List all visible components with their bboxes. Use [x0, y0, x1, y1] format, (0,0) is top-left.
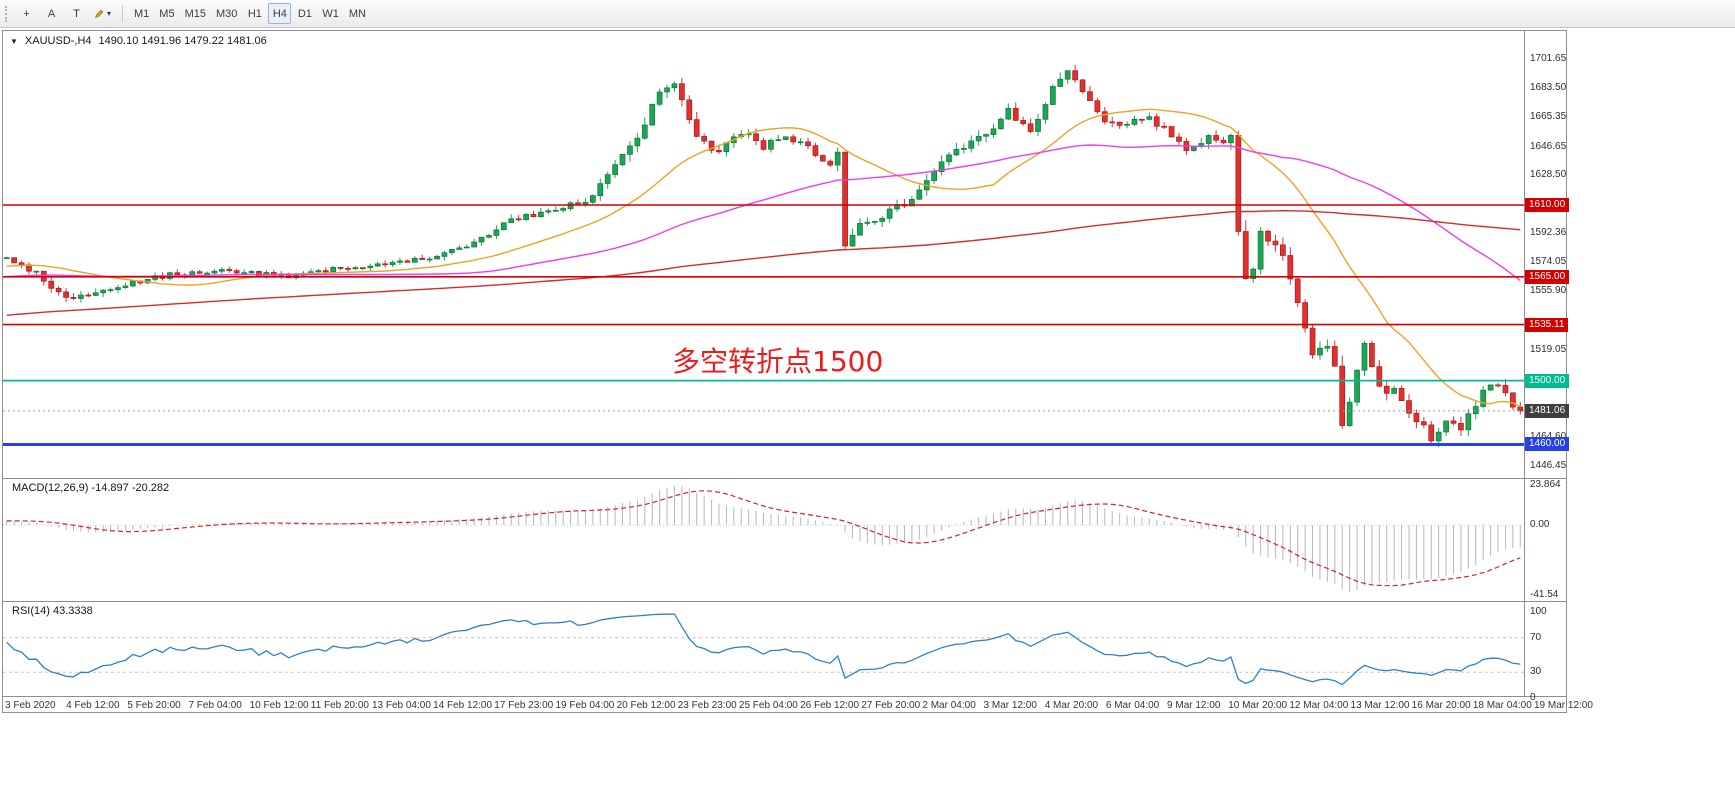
time-axis-label: 13 Mar 12:00	[1350, 700, 1410, 711]
price-axis-tick: 1701.65	[1530, 52, 1567, 64]
toolbar: + A T ▾ M1 M5 M15 M30 H1 H4 D1 W1 MN	[0, 0, 1735, 28]
rsi-canvas[interactable]	[3, 602, 1524, 696]
time-axis-label: 3 Mar 12:00	[983, 700, 1037, 711]
macd-indicator-label: MACD(12,26,9) -14.897 -20.282	[12, 482, 170, 494]
rsi-indicator-label: RSI(14) 43.3338	[12, 605, 93, 617]
price-chart-canvas[interactable]	[3, 31, 1524, 478]
time-axis-label: 6 Mar 04:00	[1105, 700, 1160, 711]
time-axis-label: 16 Mar 20:00	[1411, 700, 1471, 711]
macd-axis-tick: 23.864	[1530, 479, 1561, 490]
time-axis-label: 9 Mar 12:00	[1167, 700, 1221, 711]
rsi-axis-tick: 100	[1530, 606, 1547, 617]
timeframe-h4-button[interactable]: H4	[268, 3, 292, 24]
rsi-axis-tick: 0	[1530, 692, 1536, 703]
time-axis-label: 17 Feb 23:00	[494, 700, 554, 711]
price-axis-tick: 1555.90	[1530, 285, 1567, 297]
price-axis-tick: 1646.65	[1530, 140, 1567, 152]
price-axis-tick: 1574.05	[1530, 256, 1567, 268]
time-axis-label: 19 Feb 04:00	[555, 700, 615, 711]
time-axis-label: 14 Feb 12:00	[433, 700, 493, 711]
time-axis-label: 27 Feb 20:00	[861, 700, 921, 711]
timeframe-m15-button[interactable]: M15	[184, 7, 206, 20]
time-axis-label: 13 Feb 04:00	[371, 700, 431, 711]
timeframe-h1-button[interactable]: H1	[247, 7, 262, 20]
pencil-icon	[95, 9, 104, 18]
timeframe-mn-button[interactable]: MN	[348, 7, 366, 20]
timeframe-m5-button[interactable]: M5	[159, 7, 175, 20]
macd-axis-tick: 0.00	[1530, 519, 1550, 531]
timeframe-d1-button[interactable]: D1	[297, 7, 312, 20]
price-axis-tick: 1683.50	[1530, 81, 1567, 93]
time-axis-label: 4 Mar 20:00	[1044, 700, 1099, 711]
rsi-axis-tick: 70	[1530, 631, 1542, 643]
price-axis[interactable]: 1701.65 1683.50 1665.35 1646.65 1628.50 1592.…	[3, 31, 1570, 712]
price-level-badge: 1565.00	[1525, 269, 1570, 284]
price-level-badge: 1460.00	[1525, 437, 1570, 452]
current-price-badge: 1481.06	[1525, 403, 1570, 418]
crosshair-tool-button[interactable]: +	[23, 7, 30, 20]
rsi-axis-tick: 30	[1530, 666, 1542, 678]
time-axis-label: 26 Feb 12:00	[800, 700, 860, 711]
time-axis-label: 18 Mar 04:00	[1472, 700, 1532, 711]
price-macd-splitter[interactable]	[3, 478, 1566, 479]
macd-canvas[interactable]	[3, 479, 1524, 601]
draw-tool-button[interactable]: ▾	[90, 3, 115, 24]
time-axis-label: 3 Feb 2020	[5, 700, 56, 711]
time-axis-label: 12 Mar 04:00	[1289, 700, 1349, 711]
time-axis-label: 23 Feb 23:00	[677, 700, 737, 711]
chart-window: ▼ XAUUSD-,H4 1490.10 1491.96 1479.22 148…	[2, 30, 1593, 713]
time-axis-label: 19 Mar 12:00	[1534, 700, 1593, 711]
time-axis-label: 11 Feb 20:00	[310, 700, 369, 711]
price-axis-border	[1524, 31, 1525, 696]
price-axis-tick: 1665.35	[1530, 110, 1567, 122]
symbol-period-label: XAUUSD-,H4	[24, 35, 92, 47]
macd-rsi-splitter[interactable]	[3, 601, 1566, 602]
time-axis-label: 10 Mar 20:00	[1228, 700, 1288, 711]
time-axis-label: 25 Feb 04:00	[738, 700, 798, 711]
price-axis-tick: 1519.05	[1530, 344, 1567, 356]
price-axis-tick: 1464.60	[1530, 431, 1566, 443]
toolbar-grip	[5, 5, 9, 22]
timeframe-w1-button[interactable]: W1	[322, 7, 339, 20]
chart-header: ▼ XAUUSD-,H4 1490.10 1491.96 1479.22 148…	[10, 35, 267, 47]
dropdown-arrow-icon: ▾	[107, 9, 112, 18]
time-axis-label: 4 Feb 12:00	[66, 700, 120, 711]
macd-axis-tick: -41.54	[1530, 589, 1559, 600]
time-axis-label: 7 Feb 04:00	[188, 700, 242, 711]
ohlc-values: 1490.10 1491.96 1479.22 1481.06	[98, 35, 267, 47]
timeframe-m1-button[interactable]: M1	[134, 7, 150, 20]
time-axis-border	[3, 696, 1566, 697]
price-axis-tick: 1628.50	[1530, 169, 1567, 181]
time-axis-label: 2 Mar 04:00	[922, 700, 976, 711]
text-label-tool-button[interactable]: T	[73, 7, 80, 20]
time-axis-label: 5 Feb 20:00	[127, 700, 181, 711]
chart-menu-icon[interactable]: ▼	[10, 36, 18, 46]
price-level-badge: 1535.11	[1525, 317, 1569, 332]
chart-annotation[interactable]: 多空转折点1500	[672, 345, 884, 378]
toolbar-separator	[122, 5, 124, 22]
price-axis-tick: 1592.36	[1530, 227, 1567, 239]
price-axis-tick: 1446.45	[1530, 460, 1567, 472]
price-level-badge: 1500.00	[1525, 373, 1570, 388]
time-axis[interactable]: 3 Feb 2020 4 Feb 12:00 5 Feb 20:00 7 Feb 04…	[3, 31, 1593, 712]
timeframe-m30-button[interactable]: M30	[215, 7, 238, 20]
text-tool-button[interactable]: A	[47, 7, 56, 20]
price-level-badge: 1610.00	[1525, 198, 1570, 212]
time-axis-label: 20 Feb 12:00	[616, 700, 676, 711]
time-axis-label: 10 Feb 12:00	[249, 700, 309, 711]
